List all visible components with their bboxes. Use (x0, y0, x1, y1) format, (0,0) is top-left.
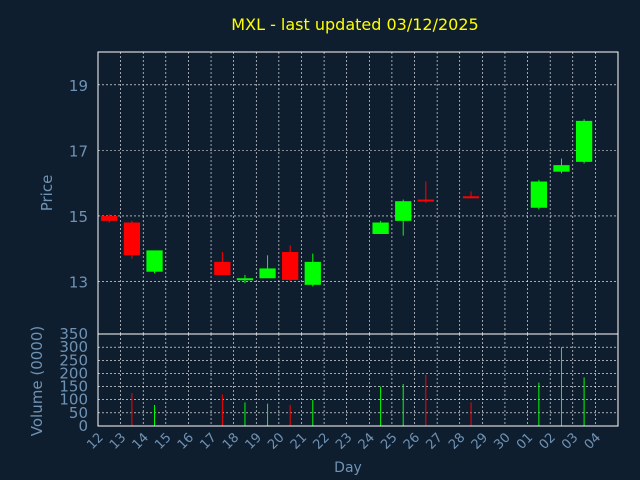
volume-tick-label: 250 (59, 351, 88, 369)
candlesticks (101, 119, 593, 287)
candle (372, 220, 389, 234)
candle-body (123, 222, 141, 256)
candle (101, 214, 118, 223)
volume-tick-label: 200 (59, 364, 88, 382)
volume-tick-label: 0 (78, 417, 88, 435)
candle (146, 250, 163, 274)
candle (123, 220, 141, 259)
price-y-ticks: 13 15 17 19 (69, 77, 88, 292)
candle (417, 181, 434, 203)
volume-axis-label: Volume (0000) (28, 326, 46, 436)
price-tick-label: 15 (69, 208, 88, 226)
candle-body (146, 250, 163, 272)
volume-panel-frame (97, 333, 619, 427)
price-grid (98, 52, 618, 334)
volume-tick-label: 350 (59, 325, 88, 343)
candle-body (417, 199, 434, 202)
x-axis-label: Day (334, 460, 362, 476)
chart-title: MXL - last updated 03/12/2025 (231, 15, 478, 34)
candle (462, 191, 480, 199)
candle (304, 253, 321, 287)
candle-body (530, 181, 548, 208)
candle-body (101, 215, 118, 221)
candle (553, 158, 570, 174)
volume-bars (131, 347, 585, 426)
price-tick-label: 17 (69, 142, 88, 160)
price-tick-label: 13 (69, 274, 88, 292)
volume-tick-label: 300 (59, 338, 88, 356)
candle (530, 179, 548, 210)
candle-body (259, 268, 276, 279)
volume-tick-label: 100 (59, 391, 88, 409)
candle-body (462, 196, 480, 199)
candle-body (553, 165, 570, 172)
volume-tick-label: 150 (59, 378, 88, 396)
candle (575, 119, 593, 164)
candle (236, 274, 254, 284)
candle-body (214, 261, 231, 275)
price-axis-label: Price (38, 175, 56, 212)
volume-tick-label: 50 (69, 404, 88, 422)
candle-body (395, 201, 412, 221)
candle (282, 245, 299, 282)
candle-body (372, 222, 389, 234)
candle-body (304, 261, 321, 285)
candle (259, 255, 276, 279)
x-axis-ticks: 12 13 14 15 16 17 18 19 20 21 22 23 24 25 26 27 28 29 30 01… (84, 430, 604, 452)
candle-body (282, 252, 299, 280)
candle-body (236, 278, 254, 281)
candle-body (575, 120, 593, 162)
price-tick-label: 19 (69, 77, 88, 95)
candle (214, 252, 231, 275)
candle (395, 199, 412, 236)
